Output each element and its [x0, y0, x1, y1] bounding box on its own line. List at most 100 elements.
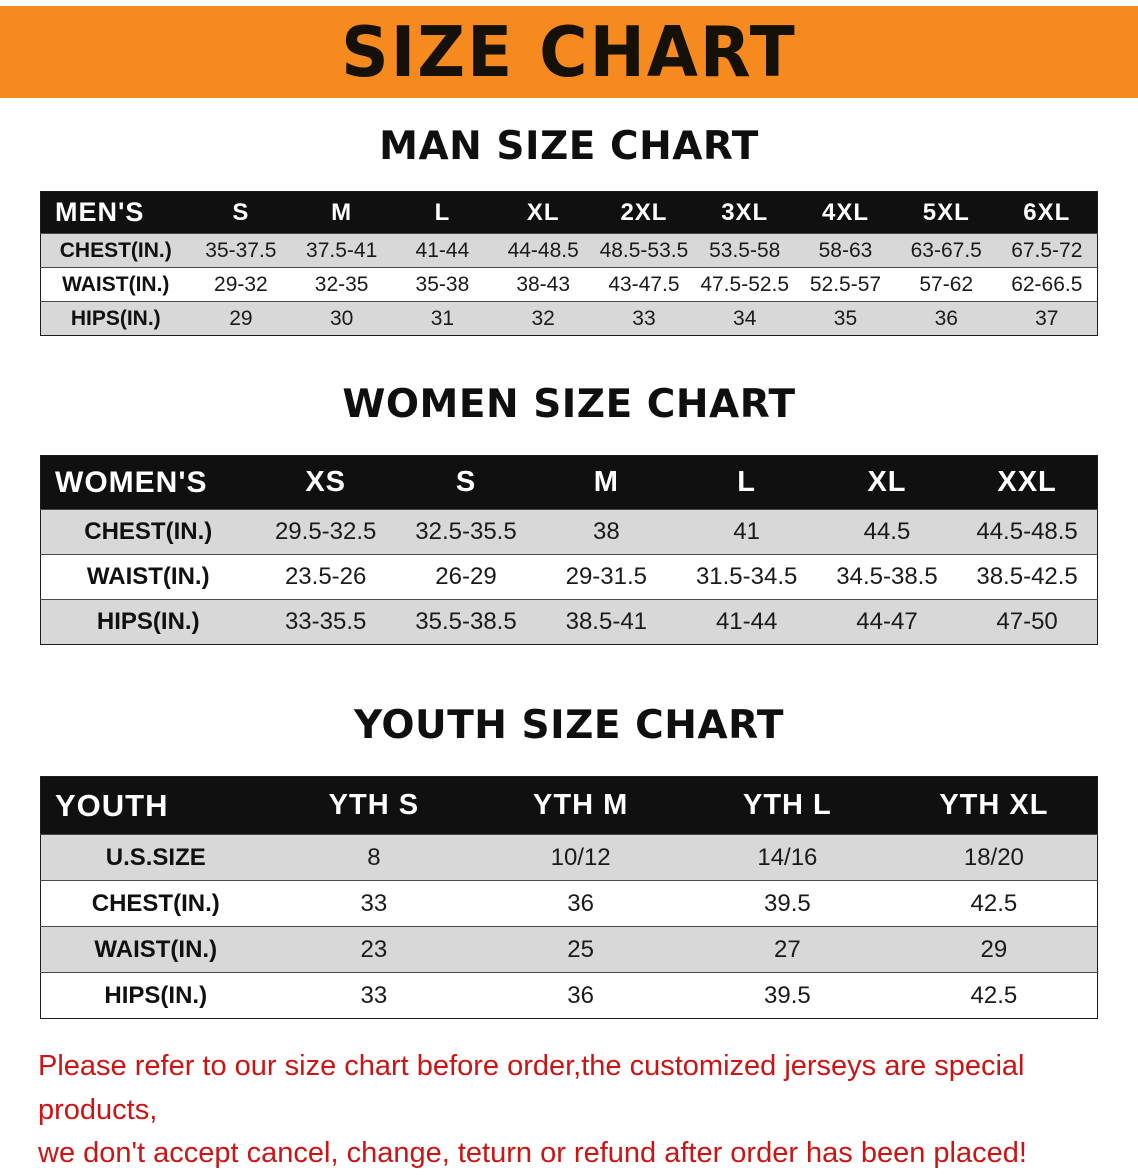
table-header-row: WOMEN'S XS S M L XL XXL: [40, 455, 1098, 510]
value-cell: 63-67.5: [895, 233, 997, 268]
table-row: WAIST(IN.) 23.5-26 26-29 29-31.5 31.5-34.5 34…: [40, 554, 1098, 600]
size-header-cell: 4XL: [795, 191, 896, 234]
row-label-cell: CHEST(IN.): [40, 880, 271, 927]
value-cell: 41: [676, 509, 817, 555]
disclaimer-note: Please refer to our size chart before or…: [38, 1045, 1100, 1176]
row-label-cell: CHEST(IN.): [40, 509, 256, 555]
table-header-row: MEN'S S M L XL 2XL 3XL 4XL 5XL 6XL: [40, 191, 1098, 234]
disclaimer-line-1: Please refer to our size chart before or…: [38, 1050, 1025, 1126]
size-header-cell: YTH M: [477, 776, 684, 835]
value-cell: 26-29: [395, 554, 537, 600]
size-header-cell: L: [676, 455, 817, 510]
row-label-cell: HIPS(IN.): [40, 972, 271, 1019]
table-row: HIPS(IN.) 33-35.5 35.5-38.5 38.5-41 41-44 44-…: [40, 599, 1098, 645]
youth-section-heading: YOUTH SIZE CHART: [354, 703, 784, 748]
value-cell: 48.5-53.5: [593, 233, 695, 268]
value-cell: 25: [477, 926, 684, 973]
row-label-cell: WAIST(IN.): [40, 554, 256, 600]
value-cell: 29.5-32.5: [255, 509, 396, 555]
table-row: WAIST(IN.) 23 25 27 29: [40, 926, 1098, 973]
size-header-cell: XL: [492, 191, 594, 234]
value-cell: 41-44: [392, 233, 493, 268]
table-row: WAIST(IN.) 29-32 32-35 35-38 38-43 43-47.5 47.…: [40, 267, 1098, 302]
value-cell: 39.5: [684, 880, 891, 927]
value-cell: 44-47: [816, 599, 958, 645]
size-header-cell: 2XL: [593, 191, 695, 234]
value-cell: 18/20: [890, 834, 1098, 881]
row-label-cell: CHEST(IN.): [40, 233, 191, 268]
table-row: HIPS(IN.) 29 30 31 32 33 34 35 36 37: [40, 301, 1098, 336]
size-header-cell: M: [536, 455, 677, 510]
size-header-cell: XL: [816, 455, 958, 510]
value-cell: 27: [684, 926, 891, 973]
men-section-heading: MAN SIZE CHART: [379, 124, 759, 169]
value-cell: 62-66.5: [996, 267, 1098, 302]
size-header-cell: XXL: [957, 455, 1098, 510]
size-header-cell: YTH XL: [890, 776, 1098, 835]
row-label-cell: U.S.SIZE: [40, 834, 271, 881]
value-cell: 44.5: [816, 509, 958, 555]
men-size-table: MEN'S S M L XL 2XL 3XL 4XL 5XL 6XL CHEST(IN.) 35-37…: [40, 191, 1098, 336]
size-header-cell: YTH S: [270, 776, 478, 835]
table-row: CHEST(IN.) 33 36 39.5 42.5: [40, 880, 1098, 927]
value-cell: 37.5-41: [291, 233, 393, 268]
table-row: CHEST(IN.) 29.5-32.5 32.5-35.5 38 41 44.5 44.5…: [40, 509, 1098, 555]
value-cell: 33: [270, 972, 478, 1019]
value-cell: 37: [996, 301, 1098, 336]
size-header-cell: S: [190, 191, 292, 234]
section-women: WOMEN SIZE CHART WOMEN'S XS S M L XL XXL CHEST(…: [0, 382, 1138, 645]
row-label-cell: HIPS(IN.): [40, 301, 191, 336]
value-cell: 41-44: [676, 599, 817, 645]
value-cell: 57-62: [895, 267, 997, 302]
value-cell: 44.5-48.5: [957, 509, 1098, 555]
value-cell: 52.5-57: [795, 267, 896, 302]
value-cell: 44-48.5: [492, 233, 594, 268]
value-cell: 29-31.5: [536, 554, 677, 600]
size-header-cell: M: [291, 191, 393, 234]
value-cell: 36: [895, 301, 997, 336]
value-cell: 23: [270, 926, 478, 973]
value-cell: 32.5-35.5: [395, 509, 537, 555]
size-header-cell: 5XL: [895, 191, 997, 234]
row-label-cell: HIPS(IN.): [40, 599, 256, 645]
value-cell: 35: [795, 301, 896, 336]
table-row: CHEST(IN.) 35-37.5 37.5-41 41-44 44-48.5 48.5…: [40, 233, 1098, 268]
value-cell: 38: [536, 509, 677, 555]
value-cell: 23.5-26: [255, 554, 396, 600]
value-cell: 32-35: [291, 267, 393, 302]
women-section-heading: WOMEN SIZE CHART: [342, 382, 796, 427]
table-title-cell: WOMEN'S: [40, 455, 256, 510]
value-cell: 43-47.5: [593, 267, 695, 302]
value-cell: 34.5-38.5: [816, 554, 958, 600]
value-cell: 33-35.5: [255, 599, 396, 645]
value-cell: 29-32: [190, 267, 292, 302]
row-label-cell: WAIST(IN.): [40, 926, 271, 973]
value-cell: 42.5: [890, 880, 1098, 927]
row-label-cell: WAIST(IN.): [40, 267, 191, 302]
value-cell: 42.5: [890, 972, 1098, 1019]
value-cell: 36: [477, 972, 684, 1019]
value-cell: 36: [477, 880, 684, 927]
value-cell: 31: [392, 301, 493, 336]
size-header-cell: 6XL: [996, 191, 1098, 234]
value-cell: 33: [270, 880, 478, 927]
value-cell: 53.5-58: [694, 233, 796, 268]
value-cell: 47.5-52.5: [694, 267, 796, 302]
size-header-cell: YTH L: [684, 776, 891, 835]
value-cell: 10/12: [477, 834, 684, 881]
value-cell: 8: [270, 834, 478, 881]
value-cell: 30: [291, 301, 393, 336]
size-header-cell: S: [395, 455, 537, 510]
value-cell: 34: [694, 301, 796, 336]
value-cell: 47-50: [957, 599, 1098, 645]
value-cell: 39.5: [684, 972, 891, 1019]
value-cell: 31.5-34.5: [676, 554, 817, 600]
table-title-cell: MEN'S: [40, 191, 191, 234]
youth-size-table: YOUTH YTH S YTH M YTH L YTH XL U.S.SIZE 8 10/12…: [40, 776, 1098, 1019]
value-cell: 35.5-38.5: [395, 599, 537, 645]
size-header-cell: XS: [255, 455, 396, 510]
value-cell: 35-38: [392, 267, 493, 302]
value-cell: 29: [190, 301, 292, 336]
table-row: HIPS(IN.) 33 36 39.5 42.5: [40, 972, 1098, 1019]
